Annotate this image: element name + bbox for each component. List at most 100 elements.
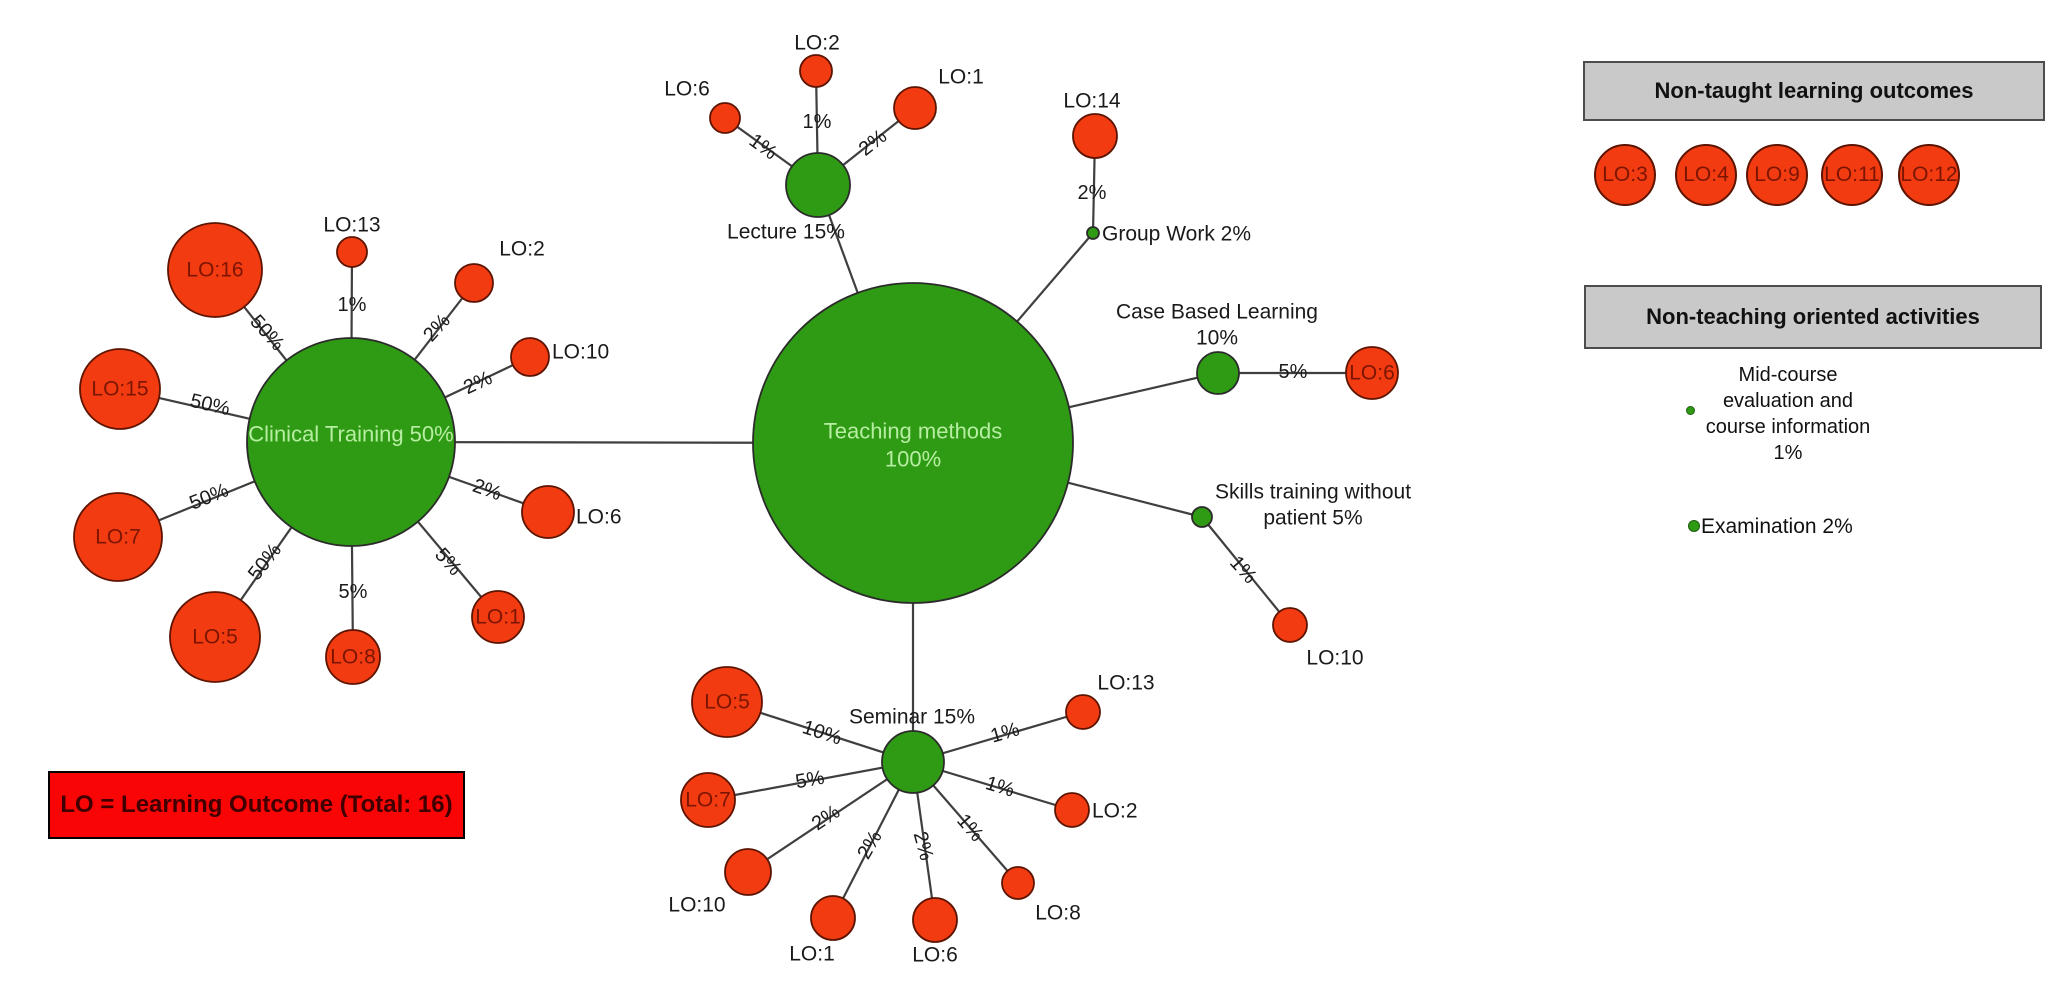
label-case-based-learning-line2: 10% xyxy=(1196,327,1238,350)
node-lo6-cbl xyxy=(1345,346,1399,400)
edge-label-group-work-lo14-group-work: 2% xyxy=(1078,182,1107,204)
node-teaching xyxy=(752,282,1074,604)
label-lo1-seminar: LO:1 xyxy=(789,943,835,966)
node-lo2-clinical xyxy=(454,263,494,303)
label-teaching-line2: 100% xyxy=(885,447,941,472)
edge-label-seminar-lo1-seminar: 2% xyxy=(853,827,887,863)
node-lo2-seminar xyxy=(1054,792,1090,828)
node-seminar xyxy=(881,730,945,794)
edge-skills-training-lo10-skills xyxy=(1201,516,1291,626)
edge-label-clinical-lo1-clinical: 5% xyxy=(430,544,466,580)
node-lo5-seminar xyxy=(691,666,763,738)
node-lo1-clinical xyxy=(471,590,525,644)
label-lo1-lecture: LO:1 xyxy=(938,66,984,89)
label-lo13-seminar: LO:13 xyxy=(1097,672,1154,695)
edge-label-seminar-lo7-seminar: 5% xyxy=(794,767,827,794)
lo-abbreviation-note: LO = Learning Outcome (Total: 16) xyxy=(48,771,465,839)
legend-outcome-LO12: LO:12 xyxy=(1898,144,1960,206)
node-lo10-seminar xyxy=(724,848,772,896)
label-lo5-clinical: LO:5 xyxy=(192,626,238,649)
node-skills-training xyxy=(1191,506,1213,528)
label-lo5-seminar: LO:5 xyxy=(704,691,750,714)
label-case-based-learning-line1: Case Based Learning xyxy=(1116,301,1318,324)
edge-label-seminar-lo6-seminar: 2% xyxy=(909,829,938,863)
midcourse-label-line4: 1% xyxy=(1773,442,1803,464)
midcourse-label-line1: Mid-course xyxy=(1738,364,1838,386)
node-lo1-seminar xyxy=(810,895,856,941)
edge-label-clinical-lo5-clinical: 50% xyxy=(244,539,286,584)
node-lo1-lecture xyxy=(893,86,937,130)
label-lo13-clinical: LO:13 xyxy=(323,214,380,237)
legend-outcome-LO4: LO:4 xyxy=(1675,144,1737,206)
node-lo6-clinical xyxy=(521,485,575,539)
node-lo10-clinical xyxy=(510,337,550,377)
node-lo7-seminar xyxy=(680,772,736,828)
node-lo10-skills xyxy=(1272,607,1308,643)
label-lo14-group-work: LO:14 xyxy=(1063,90,1121,113)
node-lo13-seminar xyxy=(1065,694,1101,730)
legend-outcome-LO9: LO:9 xyxy=(1746,144,1808,206)
legend-non-taught-title: Non-taught learning outcomes xyxy=(1654,78,1974,103)
examination-activity-dot xyxy=(1688,520,1700,532)
edge-label-clinical-lo15-clinical: 50% xyxy=(188,390,232,420)
edge-label-seminar-lo10-seminar: 2% xyxy=(808,801,844,836)
label-lo6-lecture: LO:6 xyxy=(664,78,710,101)
legend-non-teaching-title: Non-teaching oriented activities xyxy=(1646,304,1980,329)
node-lo6-seminar xyxy=(912,897,958,943)
node-lo6-lecture xyxy=(709,102,741,134)
midcourse-activity-dot xyxy=(1686,406,1695,415)
label-lo6-clinical: LO:6 xyxy=(576,506,622,529)
midcourse-label-line2: evaluation and xyxy=(1722,390,1854,412)
label-lo2-lecture: LO:2 xyxy=(794,32,840,55)
label-skills-training-line2: patient 5% xyxy=(1263,507,1362,530)
edge-label-seminar-lo5-seminar: 10% xyxy=(800,716,845,749)
label-clinical: Clinical Training 50% xyxy=(248,422,453,447)
midcourse-activity-label: Mid-course evaluation and course informati… xyxy=(1700,362,1876,466)
label-lo6-seminar: LO:6 xyxy=(912,944,958,967)
edge-seminar-lo7-seminar xyxy=(707,760,914,802)
label-lo8-clinical: LO:8 xyxy=(330,646,376,669)
lo-abbreviation-note-text: LO = Learning Outcome (Total: 16) xyxy=(60,791,453,818)
legend-outcome-LO3: LO:3 xyxy=(1594,144,1656,206)
legend-non-teaching-header: Non-teaching oriented activities xyxy=(1584,285,2042,349)
edge-label-lecture-lo2-lecture: 1% xyxy=(803,111,832,133)
label-lo1-clinical: LO:1 xyxy=(475,606,521,629)
label-lo10-clinical: LO:10 xyxy=(552,341,609,364)
midcourse-label-line3: course information xyxy=(1705,416,1871,438)
label-lo10-skills: LO:10 xyxy=(1306,647,1363,670)
node-lo8-clinical xyxy=(325,629,381,685)
node-lecture xyxy=(785,152,851,218)
edge-label-clinical-lo13-clinical: 1% xyxy=(338,294,367,316)
node-lo7-clinical xyxy=(73,492,163,582)
edge-label-clinical-lo8-clinical: 5% xyxy=(339,581,368,603)
label-lecture: Lecture 15% xyxy=(727,221,845,244)
node-lo16-clinical xyxy=(167,222,263,318)
label-seminar: Seminar 15% xyxy=(849,706,975,729)
edge-label-clinical-lo10-clinical: 2% xyxy=(460,367,496,399)
edge-label-lecture-lo6-lecture: 1% xyxy=(745,130,781,165)
label-teaching-line1: Teaching methods xyxy=(824,419,1003,444)
node-lo2-lecture xyxy=(799,54,833,88)
node-group-work xyxy=(1086,226,1100,240)
edge-label-seminar-lo13-seminar: 1% xyxy=(988,718,1022,747)
node-lo13-clinical xyxy=(336,236,368,268)
label-lo15-clinical: LO:15 xyxy=(91,378,148,401)
label-lo8-seminar: LO:8 xyxy=(1035,902,1081,925)
edge-label-case-based-learning-lo6-cbl: 5% xyxy=(1279,361,1308,383)
legend-non-taught-header: Non-taught learning outcomes xyxy=(1583,61,2045,121)
edge-label-clinical-lo7-clinical: 50% xyxy=(186,479,232,514)
label-group-work: Group Work 2% xyxy=(1102,223,1251,246)
edge-label-clinical-lo6-clinical: 2% xyxy=(470,475,505,506)
node-clinical xyxy=(246,337,456,547)
label-lo2-clinical: LO:2 xyxy=(499,238,545,261)
node-lo14-group-work xyxy=(1072,113,1118,159)
examination-activity-label: Examination 2% xyxy=(1701,515,1853,538)
label-lo16-clinical: LO:16 xyxy=(186,259,243,282)
edge-seminar-lo10-seminar xyxy=(747,761,914,873)
label-lo7-clinical: LO:7 xyxy=(95,526,141,549)
legend-outcome-LO11: LO:11 xyxy=(1821,144,1883,206)
label-lo2-seminar: LO:2 xyxy=(1092,800,1138,823)
label-skills-training-line1: Skills training without xyxy=(1215,481,1411,504)
label-lo10-seminar: LO:10 xyxy=(668,894,725,917)
node-lo5-clinical xyxy=(169,591,261,683)
